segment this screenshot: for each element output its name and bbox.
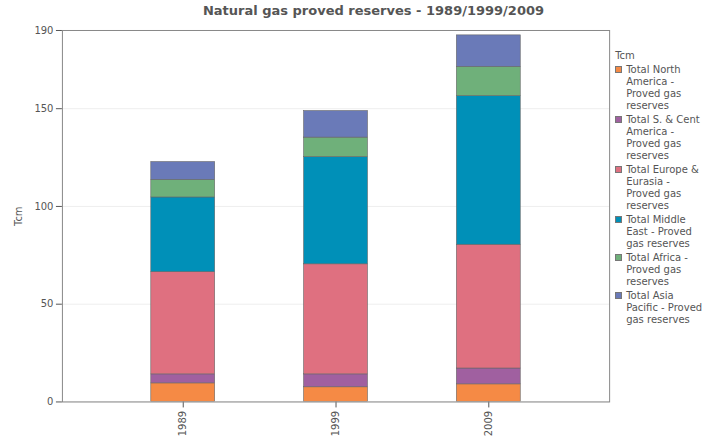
- html-text:Total Africa - Proved gas rese: Total Africa - Proved gas reserves: [626, 252, 688, 287]
- html-text:Total Middle East - Proved gas: Total Middle East - Proved gas reserves: [626, 214, 692, 249]
- svg-text:Tcm: Tcm: [13, 206, 24, 227]
- svg-text:100: 100: [34, 201, 53, 212]
- html-text:Total North America - Proved g: Total North America - Proved gas reserve…: [626, 64, 682, 111]
- svg-text:1999: 1999: [330, 411, 341, 436]
- html-text:Total Europe & Eurasia - Prove: Total Europe & Eurasia - Proved gas rese…: [626, 164, 699, 211]
- svg-text:190: 190: [34, 25, 53, 36]
- svg-text:50: 50: [41, 298, 54, 309]
- svg-text:2009: 2009: [483, 411, 494, 436]
- html-text:Total Asia Pacific - Proved ga: Total Asia Pacific - Proved gas reserves: [626, 290, 703, 325]
- svg-text:1989: 1989: [177, 411, 188, 436]
- svg-text:150: 150: [34, 103, 53, 114]
- html-text:Tcm: Tcm: [615, 50, 635, 61]
- svg-text:0: 0: [47, 396, 53, 407]
- html-text:Natural gas proved reserves -: Natural gas proved reserves - 1989/1999/…: [202, 3, 545, 18]
- html-text:Total S. & Cent America - Prov: Total S. & Cent America - Proved gas res…: [626, 114, 700, 161]
